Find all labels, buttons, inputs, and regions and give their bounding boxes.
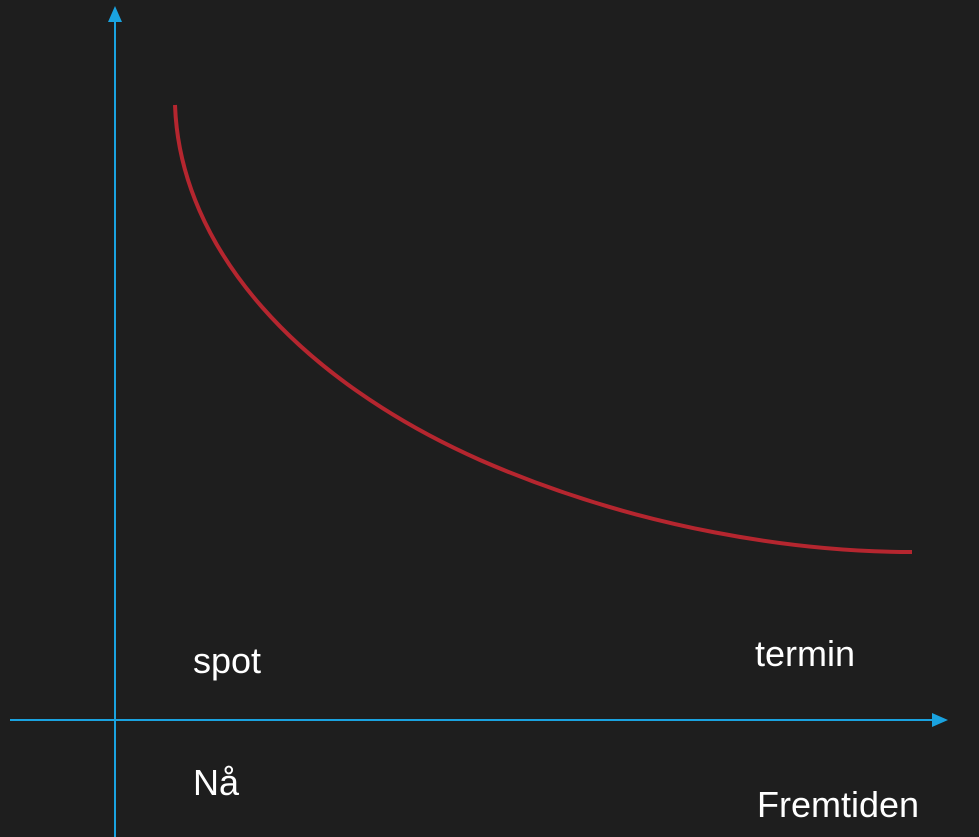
y-axis-arrow bbox=[108, 6, 122, 22]
x-axis-arrow bbox=[932, 713, 948, 727]
future-label: Fremtiden bbox=[757, 784, 919, 825]
termin-label: termin bbox=[755, 633, 855, 674]
spot-label: spot bbox=[193, 640, 261, 681]
price-curve bbox=[173, 104, 913, 554]
now-label: Nå bbox=[193, 762, 240, 803]
